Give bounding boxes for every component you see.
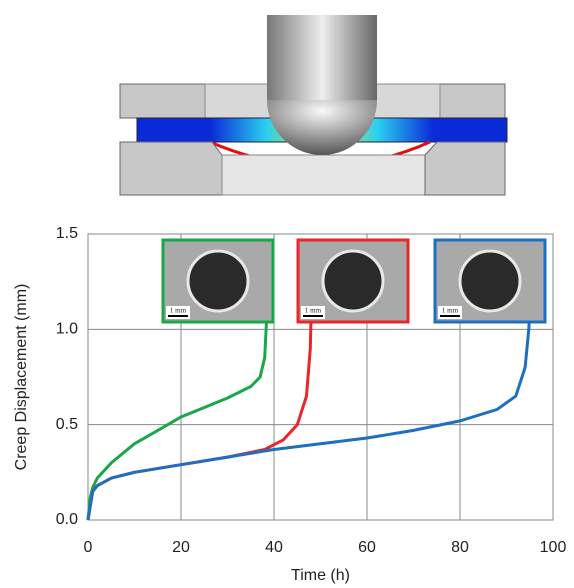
series-line	[86, 310, 532, 521]
x-tick-label: 60	[358, 539, 376, 556]
series-line	[86, 310, 313, 521]
inset-hole	[458, 249, 522, 313]
x-axis-title: Time (h)	[291, 567, 350, 584]
x-tick-label: 40	[265, 539, 283, 556]
x-tick-label: 80	[451, 539, 469, 556]
x-tick-label: 0	[84, 539, 93, 556]
inset-image: 1 mm	[433, 238, 547, 324]
y-tick-label: 0.5	[56, 416, 78, 433]
inset-hole	[321, 249, 385, 313]
inset-hole	[186, 249, 250, 313]
inset-image: 1 mm	[161, 238, 275, 324]
scale-label: 1 mm	[170, 307, 187, 315]
y-tick-label: 1.0	[56, 321, 78, 338]
scale-label: 1 mm	[305, 307, 322, 315]
y-tick-label: 1.5	[56, 225, 78, 242]
series-line	[86, 310, 269, 521]
x-tick-label: 100	[540, 539, 567, 556]
scale-label: 1 mm	[442, 307, 459, 315]
schematic	[119, 15, 508, 196]
x-tick-label: 20	[172, 539, 190, 556]
y-tick-label: 0.0	[56, 511, 78, 528]
inset-image: 1 mm	[296, 238, 410, 324]
y-axis-title: Creep Displacement (mm)	[13, 284, 30, 471]
